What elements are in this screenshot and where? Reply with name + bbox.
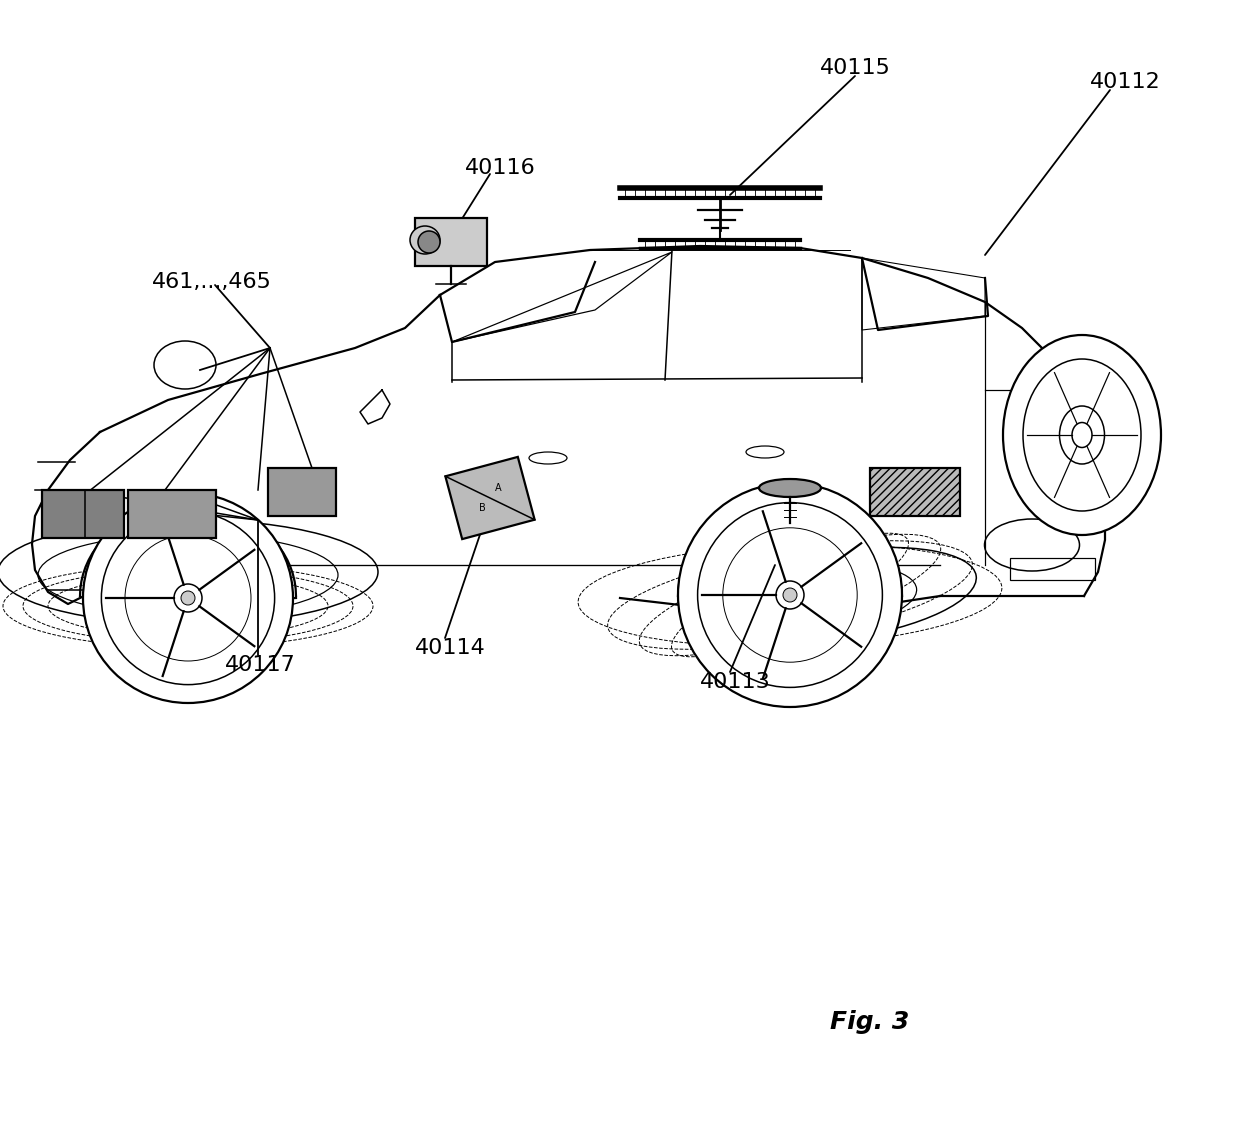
Ellipse shape — [83, 493, 293, 703]
Text: Fig. 3: Fig. 3 — [831, 1010, 910, 1034]
Ellipse shape — [1003, 335, 1161, 535]
Text: 40113: 40113 — [701, 672, 771, 692]
Ellipse shape — [181, 590, 195, 605]
Text: A: A — [495, 483, 501, 493]
Text: B: B — [479, 504, 485, 513]
Ellipse shape — [782, 588, 797, 602]
Text: 40116: 40116 — [465, 158, 536, 178]
Bar — [415, 218, 487, 266]
Bar — [42, 490, 124, 539]
Text: 40114: 40114 — [415, 638, 486, 658]
Ellipse shape — [678, 483, 901, 707]
Ellipse shape — [759, 479, 821, 497]
Ellipse shape — [410, 226, 440, 254]
Bar — [1011, 558, 1095, 580]
Text: 40117: 40117 — [224, 655, 296, 675]
Text: 40115: 40115 — [820, 58, 890, 78]
Text: 40112: 40112 — [1090, 72, 1161, 91]
Text: 461,...,465: 461,...,465 — [153, 272, 272, 292]
Bar — [870, 469, 960, 516]
Bar — [128, 490, 216, 539]
Bar — [268, 469, 336, 516]
Polygon shape — [445, 457, 534, 540]
Ellipse shape — [418, 231, 440, 253]
Bar — [1085, 490, 1107, 528]
